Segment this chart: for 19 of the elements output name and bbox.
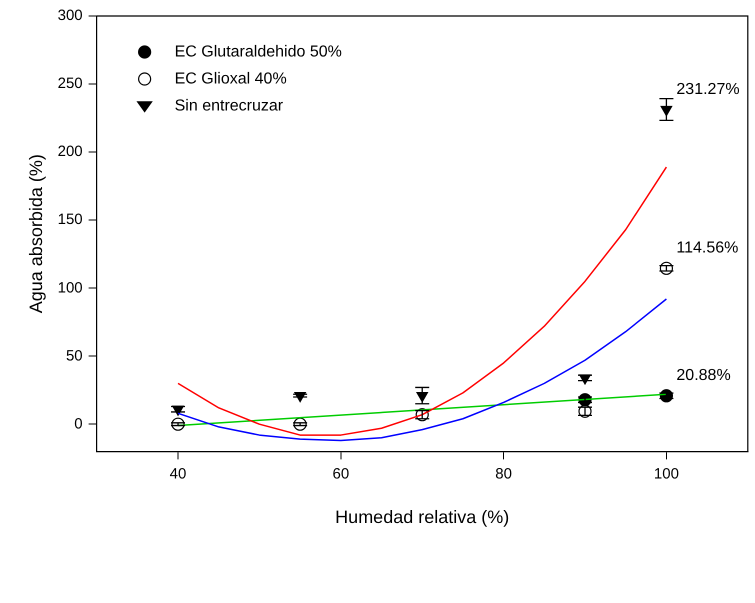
y-tick-label: 300 [58, 7, 83, 24]
y-tick-label: 250 [58, 75, 83, 92]
legend-label: EC Glioxal 40% [174, 70, 287, 88]
data-label: 114.56% [676, 240, 738, 257]
y-tick-label: 50 [66, 347, 83, 364]
data-label: 20.88% [676, 367, 731, 384]
x-tick-label: 40 [170, 466, 186, 483]
legend-label: EC Glutaraldehido 50% [174, 43, 342, 60]
y-axis-title: Agua absorbida (%) [26, 154, 46, 314]
x-tick-label: 60 [332, 466, 350, 483]
data-label: 231.27% [676, 80, 740, 98]
x-tick-label: 100 [654, 466, 679, 483]
y-tick-label: 0 [74, 415, 83, 432]
x-axis-title: Humedad relativa (%) [335, 507, 510, 528]
y-tick-label: 150 [58, 211, 83, 228]
y-tick-label: 200 [58, 143, 83, 160]
y-tick-label: 100 [58, 279, 83, 296]
legend-label: Sin entrecruzar [174, 97, 284, 114]
x-tick-label: 80 [495, 466, 512, 483]
